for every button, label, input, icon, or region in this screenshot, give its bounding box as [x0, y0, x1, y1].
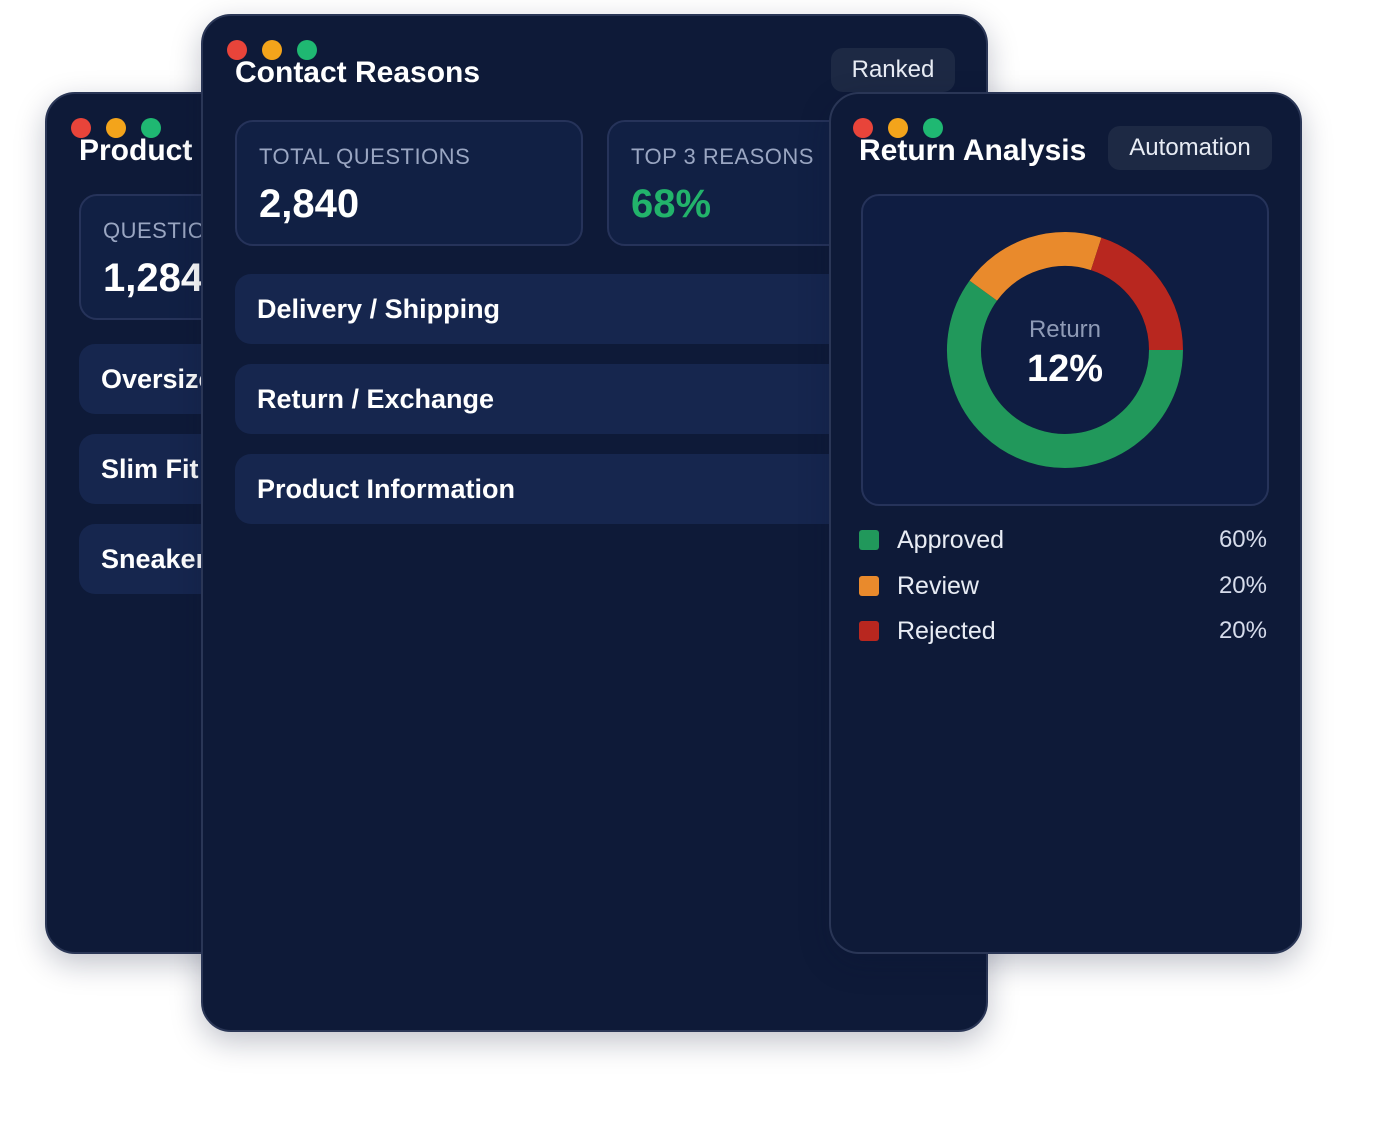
- donut-center-label: Return: [1028, 316, 1102, 343]
- rejected-swatch: [859, 621, 879, 641]
- close-dot[interactable]: [853, 118, 873, 138]
- minimize-dot[interactable]: [262, 40, 282, 60]
- legend-label: Rejected: [897, 616, 996, 645]
- legend-value: 20%: [1218, 572, 1267, 599]
- window-title: Product I: [79, 134, 210, 167]
- donut-segment-approved: [947, 280, 1183, 468]
- minimize-dot[interactable]: [888, 118, 908, 138]
- donut-center-value: 12%: [1026, 348, 1104, 390]
- window-title: Contact Reasons: [235, 56, 481, 89]
- legend-item-review: Review 20%: [859, 570, 1267, 602]
- donut-chart: [947, 232, 1183, 468]
- ranked-chip[interactable]: Ranked: [831, 48, 955, 92]
- maximize-dot[interactable]: [141, 118, 161, 138]
- legend-label: Review: [897, 571, 979, 600]
- maximize-dot[interactable]: [923, 118, 943, 138]
- automation-chip[interactable]: Automation: [1108, 126, 1272, 170]
- legend-item-rejected: Rejected 20%: [859, 615, 1267, 647]
- return-analysis-window: Return Analysis Automation Return 12% Ap…: [829, 92, 1302, 954]
- total-questions-card: TOTAL QUESTIONS 2,840: [235, 120, 583, 246]
- stat-label: TOTAL QUESTIONS: [259, 144, 471, 169]
- window-controls: [71, 118, 161, 138]
- stat-value: 68%: [631, 182, 712, 226]
- stat-value: 2,840: [259, 182, 360, 226]
- donut-card: Return 12%: [861, 194, 1269, 506]
- close-dot[interactable]: [227, 40, 247, 60]
- window-controls: [853, 118, 943, 138]
- close-dot[interactable]: [71, 118, 91, 138]
- legend-value: 60%: [1218, 526, 1267, 553]
- legend-value: 20%: [1218, 617, 1267, 644]
- window-controls: [227, 40, 317, 60]
- donut-segment-rejected: [1090, 237, 1183, 351]
- approved-swatch: [859, 530, 879, 550]
- legend-label: Approved: [897, 525, 1005, 554]
- stat-value: 1,284: [103, 256, 204, 300]
- minimize-dot[interactable]: [106, 118, 126, 138]
- review-swatch: [859, 576, 879, 596]
- window-title: Return Analysis: [859, 134, 1087, 167]
- legend-item-approved: Approved 60%: [859, 524, 1267, 556]
- donut-segment-review: [969, 232, 1102, 302]
- maximize-dot[interactable]: [297, 40, 317, 60]
- stat-label: TOP 3 REASONS: [631, 144, 814, 169]
